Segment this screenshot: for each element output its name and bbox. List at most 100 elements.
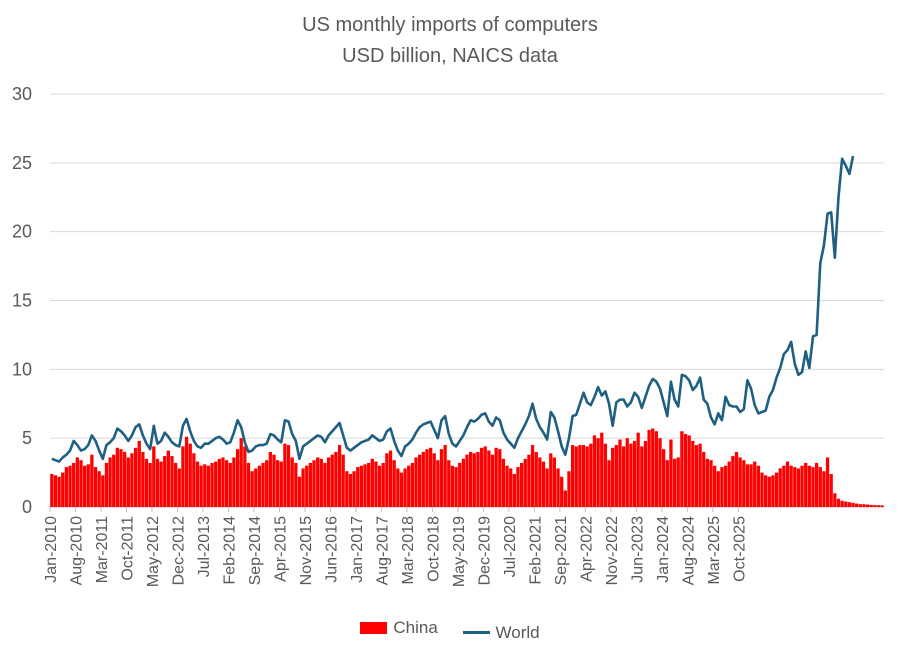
china-bar	[512, 473, 516, 507]
china-bar	[334, 451, 338, 507]
x-tick-label: Dec-2019	[476, 516, 493, 585]
china-bar	[560, 476, 564, 507]
china-bar	[308, 462, 313, 507]
china-bar	[396, 468, 400, 507]
x-tick-label: Oct-2018	[425, 516, 442, 582]
x-tick-label: Aug-2010	[68, 516, 85, 585]
china-bar	[643, 440, 648, 507]
y-tick-label: 20	[12, 222, 32, 242]
y-tick-label: 30	[12, 84, 32, 104]
china-bar	[665, 460, 669, 507]
china-bar	[410, 462, 415, 507]
china-bar	[774, 472, 779, 507]
china-bar	[312, 460, 316, 507]
china-bar	[385, 453, 389, 507]
china-bar	[705, 458, 710, 507]
x-tick-label: Jan-2024	[655, 516, 672, 583]
china-bar	[581, 445, 586, 507]
china-bar	[148, 462, 152, 507]
x-tick-label: Jul-2013	[196, 516, 213, 577]
china-bar	[279, 461, 283, 507]
china-bar	[214, 461, 218, 507]
china-bar	[232, 457, 236, 507]
china-bar	[374, 461, 378, 507]
chart-title: US monthly imports of computers	[302, 14, 598, 36]
china-bar	[432, 453, 436, 507]
china-bar	[421, 451, 425, 507]
china-bar	[793, 467, 797, 507]
china-bar	[570, 445, 575, 507]
china-bar	[206, 465, 211, 507]
china-bar	[72, 462, 76, 507]
china-bar	[865, 504, 870, 507]
china-bar	[152, 446, 156, 507]
china-bar	[680, 431, 684, 507]
china-bar	[341, 454, 345, 507]
x-tick-label: Jan-2017	[349, 516, 366, 583]
china-bar	[855, 503, 859, 507]
china-bar	[137, 440, 141, 507]
china-bar	[833, 493, 837, 507]
china-bar	[447, 460, 451, 507]
china-bar	[377, 465, 382, 507]
china-bars	[50, 428, 884, 507]
china-bar	[235, 449, 240, 507]
china-bar	[133, 447, 138, 507]
x-tick-label: Aug-2017	[374, 516, 391, 585]
china-bar	[115, 447, 120, 507]
china-bar	[873, 505, 877, 507]
china-bar	[414, 457, 418, 507]
china-bar	[403, 468, 407, 507]
china-bar	[436, 460, 440, 507]
china-bar	[756, 465, 760, 507]
china-bar	[614, 445, 618, 507]
china-bar	[869, 504, 873, 507]
china-bar	[501, 458, 506, 507]
china-bar	[261, 462, 265, 507]
china-bar	[294, 462, 298, 507]
china-bar	[469, 451, 473, 507]
china-bar	[68, 465, 72, 507]
china-bar	[57, 476, 61, 507]
x-tick-label: May-2012	[145, 516, 162, 587]
china-bar	[858, 504, 862, 507]
china-bar	[731, 456, 735, 507]
y-tick-label: 15	[12, 291, 32, 311]
world-line	[51, 155, 855, 463]
china-bar	[662, 449, 666, 507]
china-bar	[654, 431, 659, 507]
china-bar	[840, 500, 844, 507]
x-tick-label: Mar-2018	[400, 516, 417, 585]
china-bar	[454, 467, 458, 507]
legend-label-world: World	[495, 622, 540, 642]
china-bar	[301, 468, 305, 507]
china-bar	[487, 450, 491, 507]
legend-label-china: China	[393, 618, 438, 637]
china-bar	[177, 468, 181, 507]
china-bar	[636, 432, 640, 507]
china-bar	[330, 454, 334, 507]
china-bar	[589, 443, 593, 507]
china-bar	[425, 449, 429, 507]
y-tick-label: 0	[22, 497, 32, 517]
china-bar	[567, 471, 571, 507]
china-bar	[702, 451, 706, 507]
china-bar	[530, 445, 535, 507]
china-bar	[316, 457, 320, 507]
china-bar	[760, 472, 764, 507]
china-bar	[181, 446, 185, 507]
china-bar	[144, 458, 149, 507]
china-bar	[319, 458, 323, 507]
china-bar	[825, 457, 830, 507]
china-bar	[272, 454, 276, 507]
china-bar	[275, 460, 280, 507]
china-bar	[90, 454, 94, 507]
x-tick-label: Sep-2021	[553, 516, 570, 585]
chart-subtitle: USD billion, NAICS data	[342, 45, 558, 67]
china-bar	[716, 471, 720, 507]
china-bar	[224, 460, 229, 507]
china-bar	[399, 472, 404, 507]
x-tick-label: Dec-2012	[170, 516, 187, 585]
china-bar	[578, 445, 582, 507]
